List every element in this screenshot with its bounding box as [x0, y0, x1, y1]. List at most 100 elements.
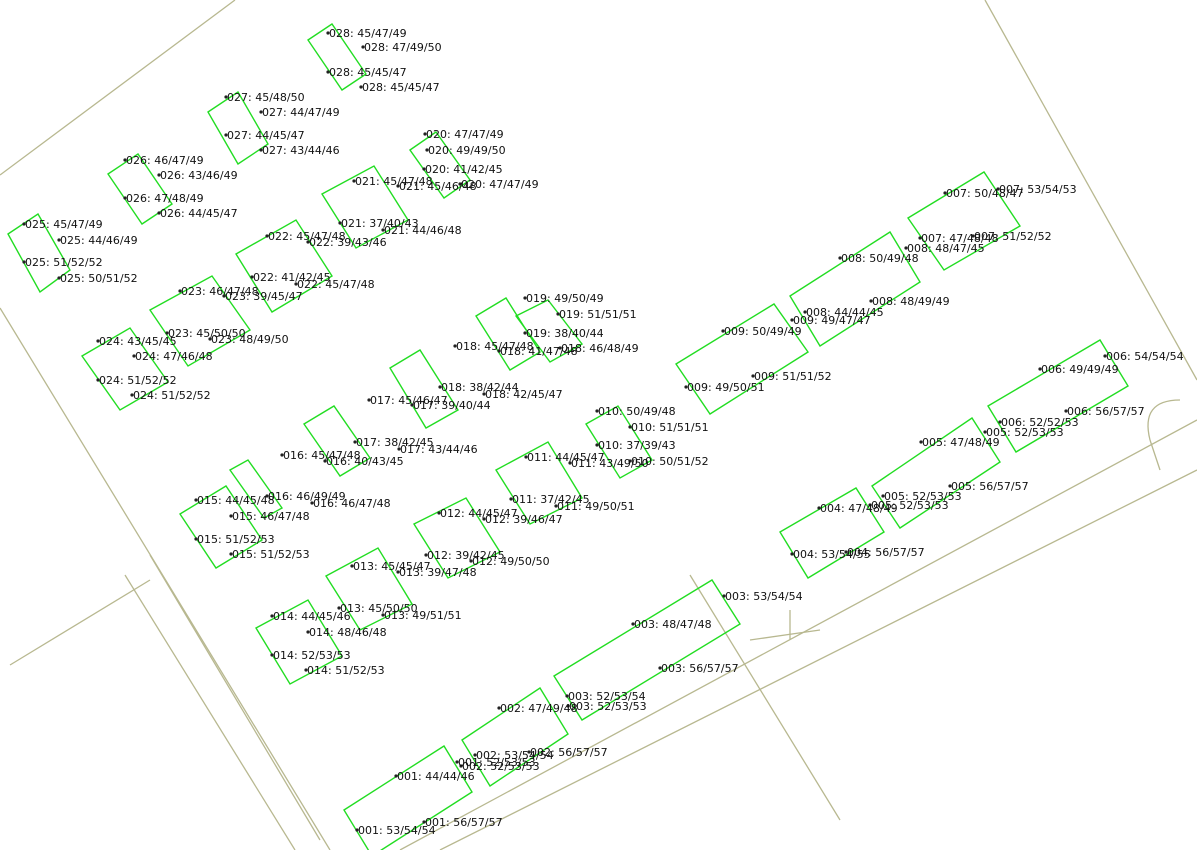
height-label: 027: 43/44/46: [262, 144, 340, 157]
label-pin: 005: 52/53/53: [868, 499, 949, 512]
height-label: 001: 44/44/46: [397, 770, 475, 783]
height-label: 008: 50/49/48: [841, 252, 919, 265]
height-label: 006: 49/49/49: [1041, 363, 1119, 376]
label-pin: 002: 52/53/53: [459, 760, 540, 773]
label-pin: 003: 48/47/48: [631, 618, 712, 631]
building-outline: [235, 219, 333, 313]
height-label: 019: 51/51/51: [559, 308, 637, 321]
height-label: 025: 45/47/49: [25, 218, 103, 231]
road-line: [1149, 439, 1161, 471]
height-label: 003: 53/54/54: [725, 590, 803, 603]
height-label: 024: 51/52/52: [133, 389, 211, 402]
height-label: 026: 46/47/49: [126, 154, 204, 167]
label-pin: 017: 45/46/47: [367, 394, 448, 407]
label-pin: 012: 44/45/47: [437, 507, 518, 520]
height-label: 007: 51/52/52: [974, 230, 1052, 243]
height-label: 022: 41/42/45: [253, 271, 331, 284]
building-outline: [255, 599, 343, 685]
label-pin: 021: 45/47/48: [352, 175, 433, 188]
buildings: [7, 23, 1129, 850]
label-pin: 002: 47/49/48: [497, 702, 578, 715]
building-outline: [987, 339, 1129, 453]
building-outline: [321, 165, 409, 249]
building-outline: [307, 23, 367, 91]
label-pin: 001: 53/54/54: [355, 824, 436, 837]
height-label: 013: 49/51/51: [384, 609, 462, 622]
label-pin: 024: 51/52/52: [130, 389, 211, 402]
height-label: 012: 39/42/45: [427, 549, 505, 562]
label-pin: 017: 39/40/44: [410, 399, 491, 412]
building-outline: [514, 299, 584, 363]
label-pin: 023: 48/49/50: [208, 333, 289, 346]
building-outline: [7, 213, 71, 294]
label-pin: 022: 45/47/48: [265, 230, 346, 243]
label-pin: 005: 52/53/53: [881, 490, 962, 503]
height-label: 012: 39/46/47: [485, 513, 563, 526]
label-pin: 017: 43/44/46: [397, 443, 478, 456]
label-pin: 019: 38/40/44: [523, 327, 604, 340]
height-label: 005: 56/57/57: [951, 480, 1029, 493]
height-label: 021: 44/46/48: [384, 224, 462, 237]
label-pin: 020: 47/47/49: [423, 128, 504, 141]
label-pin: 015: 51/52/53: [194, 533, 275, 546]
building-outline: [779, 487, 885, 579]
label-pin: 014: 44/45/46: [270, 610, 351, 623]
label-pin: 011: 37/42/45: [509, 493, 590, 506]
label-pin: 010: 50/49/48: [595, 405, 676, 418]
building-outline: [325, 547, 413, 631]
label-pin: 001: 56/57/57: [422, 816, 503, 829]
height-label: 008: 48/47/45: [907, 242, 985, 255]
height-label: 013: 45/50/50: [340, 602, 418, 615]
label-pin: 003: 56/57/57: [658, 662, 739, 675]
height-label: 001: 52/53/53: [458, 756, 536, 769]
label-pin: 002: 53/54/54: [473, 749, 554, 762]
label-pin: 001: 44/44/46: [394, 770, 475, 783]
height-label: 015: 46/47/48: [232, 510, 310, 523]
label-pin: 001: 52/53/53: [455, 756, 536, 769]
label-pin: 005: 56/57/57: [948, 480, 1029, 493]
height-label: 011: 37/42/45: [512, 493, 590, 506]
label-pin: 018: 42/45/47: [482, 388, 563, 401]
road-line: [689, 574, 841, 821]
height-label: 001: 56/57/57: [425, 816, 503, 829]
label-pin: 025: 51/52/52: [22, 256, 103, 269]
height-label: 015: 51/52/53: [197, 533, 275, 546]
height-label: 023: 46/47/48: [181, 285, 259, 298]
label-pin: 006: 49/49/49: [1038, 363, 1119, 376]
building-outline: [675, 303, 809, 415]
label-pin: 014: 48/46/48: [306, 626, 387, 639]
building-outline: [107, 153, 173, 225]
height-label: 026: 47/48/49: [126, 192, 204, 205]
height-label: 020: 49/49/50: [428, 144, 506, 157]
label-pin: 006: 56/57/57: [1064, 405, 1145, 418]
label-pin: 009: 49/50/51: [684, 381, 765, 394]
building-outline: [495, 441, 583, 525]
label-pin: 008: 44/44/45: [803, 306, 884, 319]
height-label: 017: 39/40/44: [413, 399, 491, 412]
label-pin: 008: 48/47/45: [904, 242, 985, 255]
height-label: 024: 51/52/52: [99, 374, 177, 387]
label-pin: 013: 39/47/48: [396, 566, 477, 579]
label-pin: 010: 50/51/52: [628, 455, 709, 468]
height-label: 006: 52/52/53: [1001, 416, 1079, 429]
road-line: [439, 469, 1197, 850]
label-pin: 021: 37/40/43: [338, 217, 419, 230]
road-line: [149, 554, 321, 841]
height-label: 002: 53/54/54: [476, 749, 554, 762]
label-pin: 008: 48/49/49: [869, 295, 950, 308]
label-pin: 011: 44/45/47: [524, 451, 605, 464]
height-label: 028: 47/49/50: [364, 41, 442, 54]
height-label: 011: 49/50/51: [557, 500, 635, 513]
height-label: 016: 45/47/48: [283, 449, 361, 462]
label-pin: 009: 50/49/49: [721, 325, 802, 338]
building-outline: [207, 91, 269, 165]
height-label: 028: 45/47/49: [329, 27, 407, 40]
height-label: 021: 45/47/48: [355, 175, 433, 188]
height-label: 004: 53/54/55: [793, 548, 871, 561]
height-label: 004: 47/48/49: [820, 502, 898, 515]
height-label: 007: 53/54/53: [999, 183, 1077, 196]
height-label: 005: 52/53/53: [986, 426, 1064, 439]
height-label: 016: 46/49/49: [268, 490, 346, 503]
building-outline: [80, 327, 170, 411]
